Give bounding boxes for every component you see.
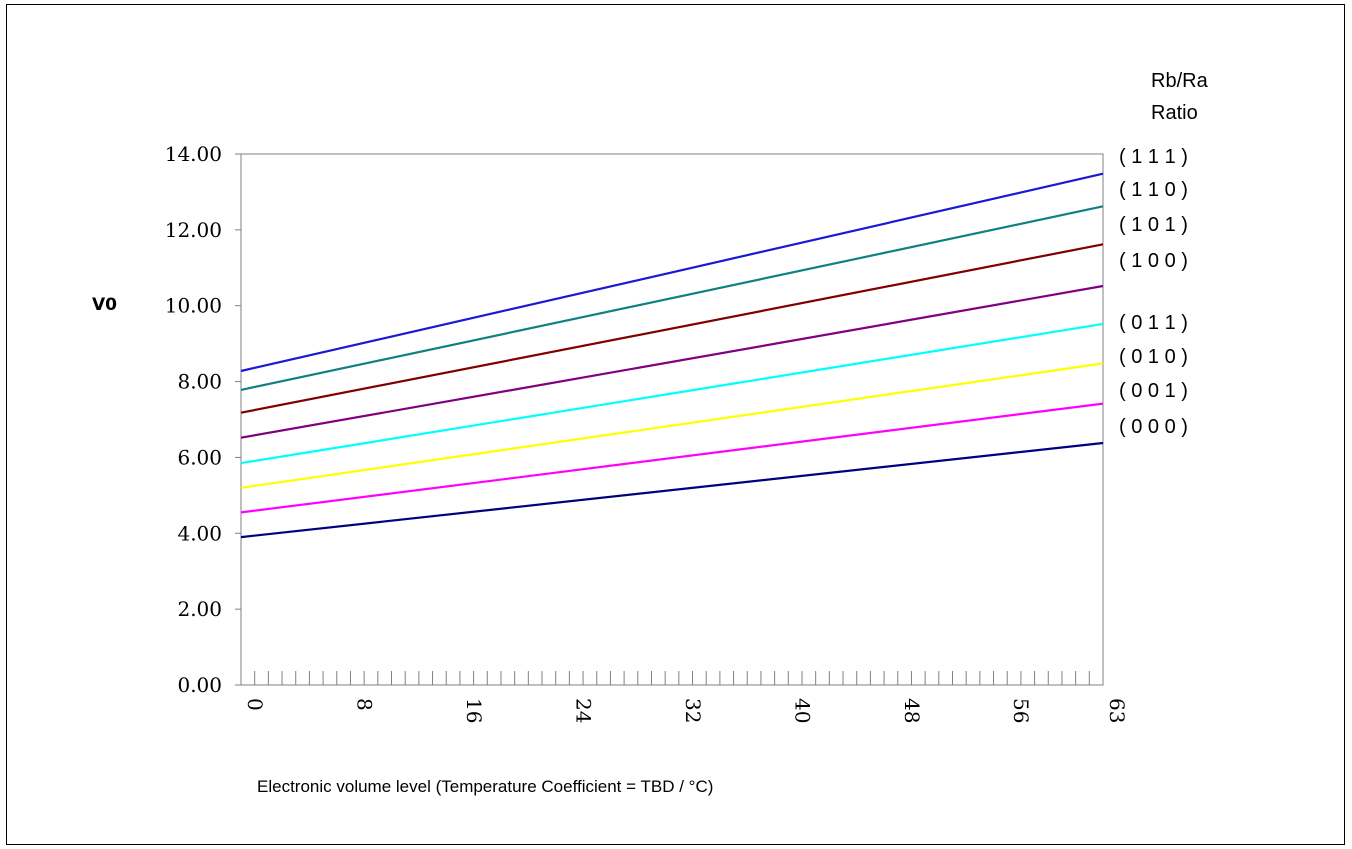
- y-tick-label: 4.00: [177, 521, 222, 545]
- y-tick-label: 8.00: [177, 370, 222, 394]
- legend-item-7: ( 0 0 0 ): [1119, 416, 1188, 438]
- x-tick-label: 16: [462, 698, 486, 723]
- series-line-6: [240, 402, 1104, 514]
- x-tick-label: 40: [790, 698, 814, 723]
- series-line-2: [240, 243, 1104, 414]
- series-line-4: [240, 322, 1104, 465]
- x-tick-label: 24: [571, 698, 595, 723]
- legend-item-0: ( 1 1 1 ): [1119, 146, 1188, 168]
- x-tick-label: 8: [352, 698, 376, 711]
- legend-title: Ratio: [1151, 102, 1198, 124]
- x-tick-label: 48: [900, 698, 924, 723]
- series-line-1: [240, 205, 1104, 391]
- series-lines: [240, 172, 1104, 539]
- legend-item-5: ( 0 1 0 ): [1119, 346, 1188, 368]
- plot-area: [240, 153, 1104, 686]
- legend: Rb/Ra Ratio ( 1 1 1 ) ( 1 1 0 ) ( 1 0 1 ) ( 1…: [1119, 70, 1209, 438]
- series-line-7: [240, 441, 1104, 539]
- x-tick-label: 56: [1009, 698, 1033, 723]
- series-line-5: [240, 362, 1104, 489]
- y-axis: 0.00 2.00 4.00 6.00 8.00 10.00 12.00 14.00: [165, 142, 241, 697]
- x-tick-label: 0: [243, 698, 267, 711]
- y-axis-label: V0: [92, 295, 117, 315]
- legend-item-6: ( 0 0 1 ): [1119, 380, 1188, 402]
- y-tick-label: 10.00: [165, 294, 222, 318]
- legend-item-3: ( 1 0 0 ): [1119, 250, 1188, 272]
- y-tick-label: 0.00: [177, 673, 222, 697]
- x-axis: 0 8 16 24 32 40 48 56 63: [240, 671, 1129, 723]
- series-line-3: [240, 284, 1104, 439]
- series-line-0: [240, 172, 1104, 373]
- y-tick-label: 2.00: [177, 597, 222, 621]
- y-tick-label: 12.00: [165, 218, 222, 242]
- legend-title: Rb/Ra: [1151, 70, 1209, 92]
- y-tick-label: 6.00: [177, 445, 222, 469]
- legend-item-1: ( 1 1 0 ): [1119, 179, 1188, 201]
- x-tick-label: 32: [681, 698, 705, 723]
- legend-item-2: ( 1 0 1 ): [1119, 214, 1188, 236]
- x-tick-label: 63: [1105, 698, 1129, 723]
- legend-item-4: ( 0 1 1 ): [1119, 312, 1188, 334]
- x-axis-label: Electronic volume level (Temperature Coe…: [257, 777, 713, 796]
- y-tick-label: 14.00: [165, 142, 222, 166]
